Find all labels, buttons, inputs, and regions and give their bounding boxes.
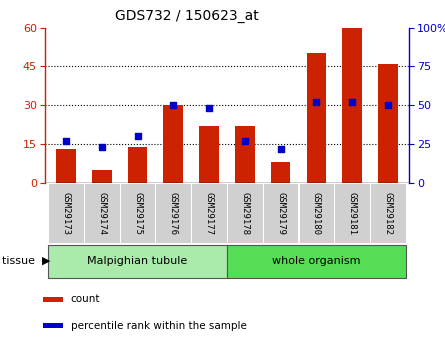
Bar (128, 147, 147, 183)
Bar (92, 170, 112, 183)
Text: GSM29178: GSM29178 (240, 191, 249, 235)
Text: GSM29175: GSM29175 (133, 191, 142, 235)
Point (348, 99, 356, 105)
Text: Malpighian tubule: Malpighian tubule (87, 256, 188, 266)
Bar (199, 126, 219, 183)
Bar (56, 149, 76, 183)
FancyBboxPatch shape (48, 184, 84, 243)
Text: percentile rank within the sample: percentile rank within the sample (71, 321, 247, 331)
Text: GSM29179: GSM29179 (276, 191, 285, 235)
Point (241, 138, 248, 144)
Point (313, 99, 320, 105)
Bar (163, 105, 183, 183)
FancyBboxPatch shape (191, 184, 227, 243)
Point (277, 146, 284, 151)
FancyBboxPatch shape (334, 184, 370, 243)
FancyBboxPatch shape (48, 245, 227, 278)
FancyBboxPatch shape (370, 184, 406, 243)
Point (62, 138, 69, 144)
Bar (378, 64, 398, 183)
Point (134, 134, 141, 139)
Text: GSM29174: GSM29174 (97, 191, 106, 235)
Point (206, 106, 213, 111)
Text: GSM29177: GSM29177 (205, 191, 214, 235)
Text: count: count (71, 294, 100, 304)
Bar (271, 162, 291, 183)
Text: GDS732 / 150623_at: GDS732 / 150623_at (115, 9, 259, 23)
FancyBboxPatch shape (263, 184, 299, 243)
Text: GSM29173: GSM29173 (61, 191, 70, 235)
Point (170, 102, 177, 108)
Point (98, 144, 105, 150)
Text: GSM29181: GSM29181 (348, 191, 356, 235)
FancyBboxPatch shape (227, 184, 263, 243)
Bar (44, 323, 63, 328)
Bar (235, 126, 255, 183)
FancyBboxPatch shape (84, 184, 120, 243)
FancyBboxPatch shape (227, 245, 406, 278)
Bar (44, 297, 63, 302)
Text: GSM29182: GSM29182 (384, 191, 392, 235)
Bar (342, 28, 362, 183)
Text: GSM29180: GSM29180 (312, 191, 321, 235)
FancyBboxPatch shape (155, 184, 191, 243)
Text: whole organism: whole organism (272, 256, 360, 266)
FancyBboxPatch shape (299, 184, 334, 243)
Text: tissue  ▶: tissue ▶ (2, 256, 51, 265)
Text: GSM29176: GSM29176 (169, 191, 178, 235)
Point (384, 102, 392, 108)
Bar (307, 53, 326, 183)
FancyBboxPatch shape (120, 184, 155, 243)
